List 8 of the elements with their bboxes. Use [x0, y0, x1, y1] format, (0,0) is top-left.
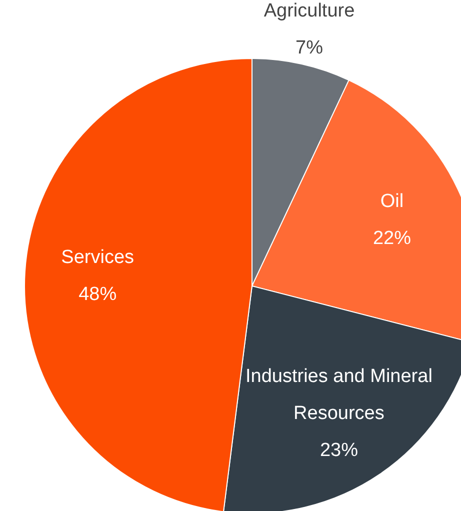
data-label: 22%: [372, 228, 412, 249]
data-label: 7%: [296, 38, 324, 59]
data-label: 23%: [320, 440, 358, 462]
slice-label: Services: [61, 247, 134, 268]
slice-label: Agriculture: [264, 0, 355, 22]
data-label: 48%: [78, 284, 117, 306]
slice-label: Industries and Mineral Resources: [245, 366, 432, 424]
slice-label: Oil: [380, 190, 404, 212]
